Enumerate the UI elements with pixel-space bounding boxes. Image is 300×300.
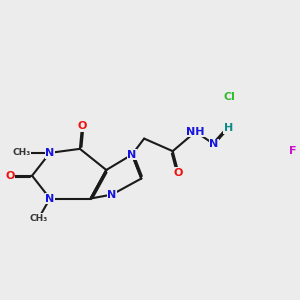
Text: NH: NH xyxy=(186,127,205,137)
Text: N: N xyxy=(45,194,55,203)
Text: CH₃: CH₃ xyxy=(12,148,31,158)
Text: F: F xyxy=(289,146,296,156)
Text: CH₃: CH₃ xyxy=(29,214,48,223)
Text: N: N xyxy=(128,150,136,160)
Text: N: N xyxy=(209,139,219,149)
Text: O: O xyxy=(174,168,183,178)
Text: O: O xyxy=(77,121,87,131)
Text: O: O xyxy=(5,171,15,181)
Text: N: N xyxy=(45,148,55,158)
Text: N: N xyxy=(107,190,117,200)
Text: H: H xyxy=(224,123,233,133)
Text: Cl: Cl xyxy=(224,92,236,103)
